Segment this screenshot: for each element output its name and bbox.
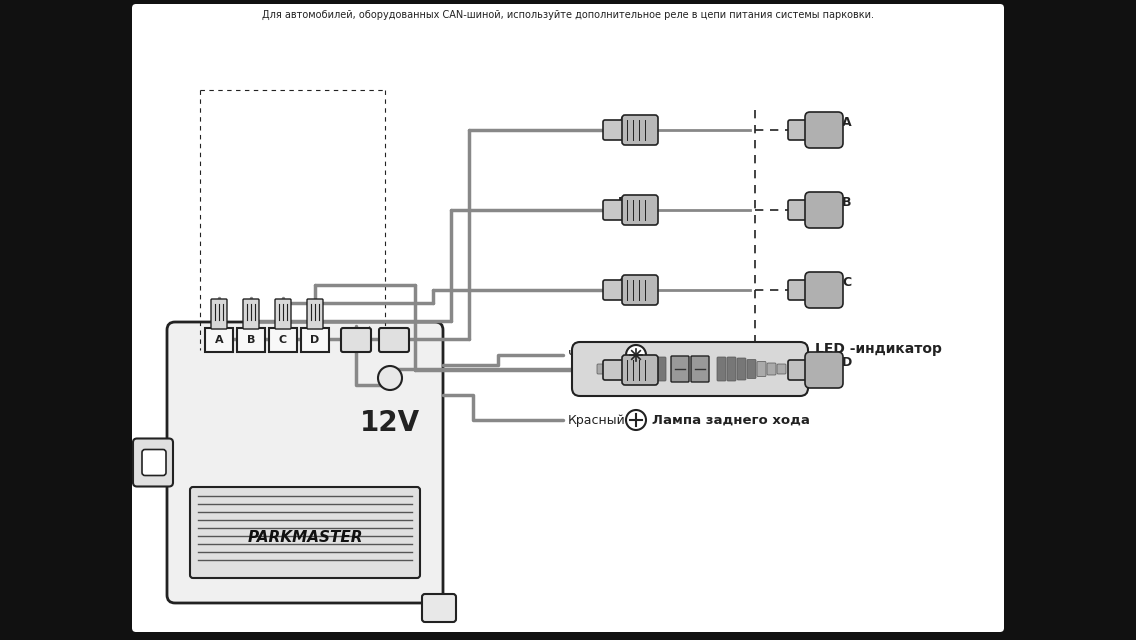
FancyBboxPatch shape — [598, 364, 605, 374]
FancyBboxPatch shape — [269, 328, 296, 352]
Text: Красный: Красный — [568, 413, 626, 426]
FancyBboxPatch shape — [737, 358, 746, 380]
Circle shape — [626, 345, 646, 365]
FancyBboxPatch shape — [603, 120, 652, 140]
FancyBboxPatch shape — [623, 115, 658, 145]
FancyBboxPatch shape — [691, 356, 709, 382]
Text: D: D — [842, 356, 852, 369]
FancyBboxPatch shape — [275, 299, 291, 329]
Text: B: B — [618, 196, 628, 209]
FancyBboxPatch shape — [805, 192, 843, 228]
FancyBboxPatch shape — [243, 299, 259, 329]
FancyBboxPatch shape — [603, 200, 652, 220]
Circle shape — [378, 366, 402, 390]
Text: B: B — [842, 196, 852, 209]
FancyBboxPatch shape — [307, 299, 323, 329]
Text: B: B — [247, 335, 256, 345]
Text: A: A — [842, 116, 852, 129]
FancyBboxPatch shape — [805, 112, 843, 148]
FancyBboxPatch shape — [648, 357, 655, 381]
FancyBboxPatch shape — [142, 449, 166, 476]
FancyBboxPatch shape — [767, 363, 776, 375]
FancyBboxPatch shape — [301, 328, 329, 352]
FancyBboxPatch shape — [788, 360, 815, 380]
Text: Лампа заднего хода: Лампа заднего хода — [652, 413, 810, 426]
FancyBboxPatch shape — [637, 358, 646, 380]
Text: Масса: Масса — [652, 349, 699, 362]
FancyBboxPatch shape — [623, 195, 658, 225]
FancyBboxPatch shape — [607, 363, 616, 375]
FancyBboxPatch shape — [211, 299, 227, 329]
FancyBboxPatch shape — [379, 328, 409, 352]
FancyBboxPatch shape — [788, 120, 815, 140]
FancyBboxPatch shape — [788, 280, 815, 300]
FancyBboxPatch shape — [421, 594, 456, 622]
FancyBboxPatch shape — [657, 357, 666, 381]
FancyBboxPatch shape — [623, 355, 658, 385]
Text: A: A — [618, 116, 628, 129]
FancyBboxPatch shape — [777, 364, 786, 374]
Text: LED -индикатор: LED -индикатор — [815, 342, 942, 356]
FancyBboxPatch shape — [788, 200, 815, 220]
Text: 12V: 12V — [360, 408, 420, 436]
FancyBboxPatch shape — [603, 280, 652, 300]
FancyBboxPatch shape — [717, 357, 726, 381]
FancyBboxPatch shape — [341, 328, 371, 352]
FancyBboxPatch shape — [671, 356, 690, 382]
FancyBboxPatch shape — [133, 438, 173, 486]
FancyBboxPatch shape — [237, 328, 265, 352]
FancyBboxPatch shape — [805, 352, 843, 388]
FancyBboxPatch shape — [573, 342, 808, 396]
Text: A: A — [215, 335, 224, 345]
FancyBboxPatch shape — [627, 360, 636, 378]
FancyBboxPatch shape — [623, 275, 658, 305]
Text: Черный: Черный — [568, 349, 618, 362]
FancyBboxPatch shape — [167, 322, 443, 603]
FancyBboxPatch shape — [190, 487, 420, 578]
Text: D: D — [310, 335, 319, 345]
FancyBboxPatch shape — [805, 272, 843, 308]
Text: Для автомобилей, оборудованных CAN-шиной, используйте дополнительное реле в цепи: Для автомобилей, оборудованных CAN-шиной… — [262, 10, 874, 20]
FancyBboxPatch shape — [617, 362, 626, 376]
FancyBboxPatch shape — [747, 360, 755, 378]
FancyBboxPatch shape — [727, 357, 736, 381]
Text: C: C — [279, 335, 287, 345]
Text: D: D — [618, 356, 628, 369]
Text: PARKMASTER: PARKMASTER — [248, 530, 362, 545]
Text: C: C — [618, 276, 627, 289]
FancyBboxPatch shape — [204, 328, 233, 352]
Text: C: C — [842, 276, 851, 289]
FancyBboxPatch shape — [603, 360, 652, 380]
FancyBboxPatch shape — [132, 4, 1004, 632]
Circle shape — [626, 410, 646, 430]
FancyBboxPatch shape — [757, 362, 766, 376]
